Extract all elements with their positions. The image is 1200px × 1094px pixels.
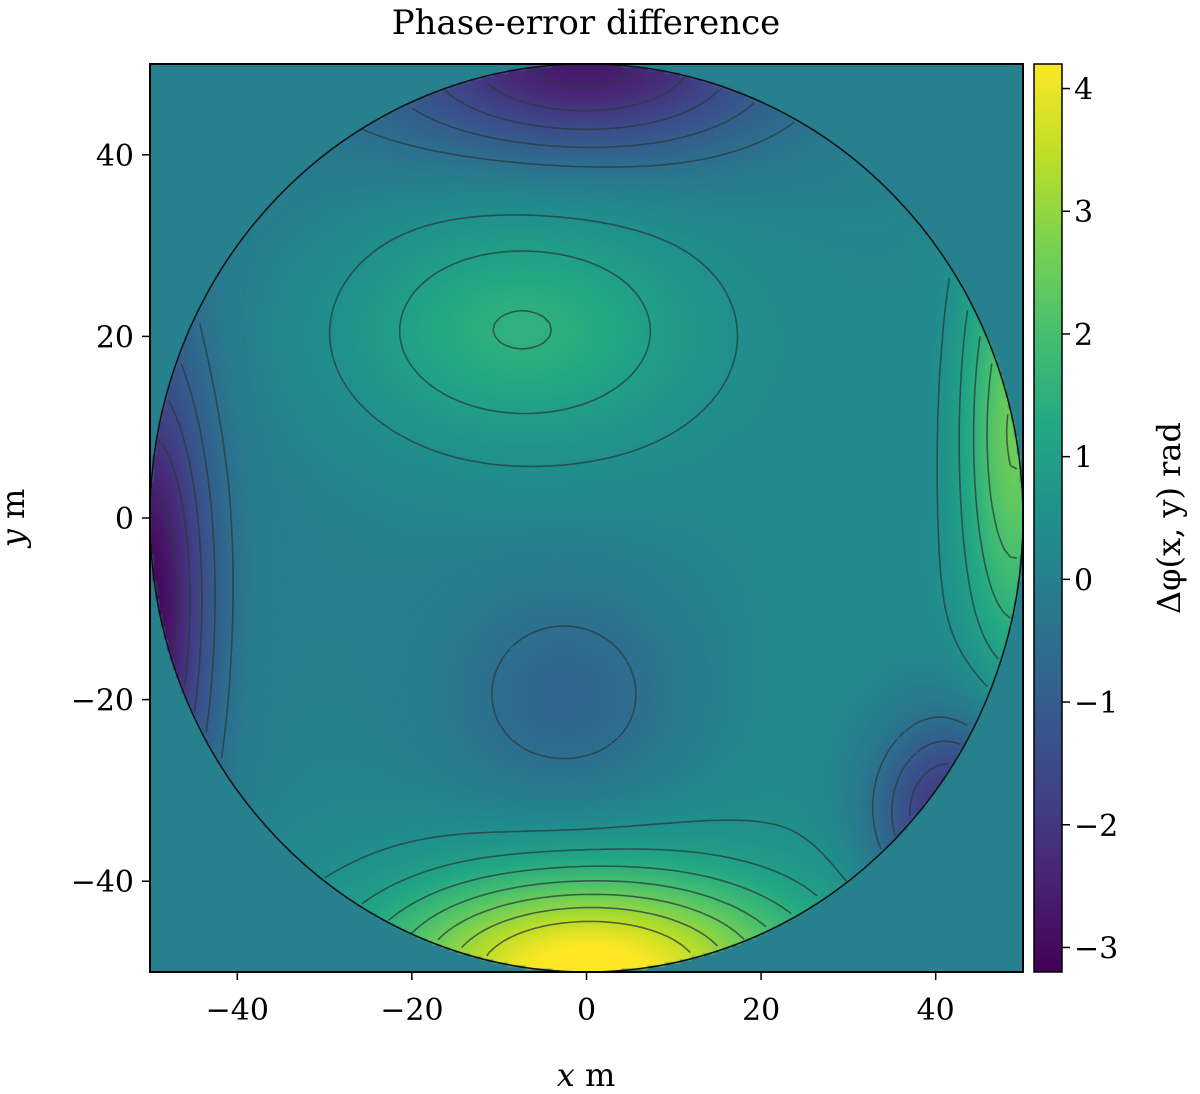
- x-tick-label: 40: [917, 993, 955, 1028]
- colorbar-ticks: −3 −2 −1 0 1 2 3 4: [1062, 73, 1118, 966]
- y-tick-label: 20: [96, 320, 134, 355]
- contour-line: [168, 89, 949, 817]
- x-axis-label: x m: [557, 1056, 616, 1094]
- x-tick-label: 20: [742, 993, 780, 1028]
- contour-line: [461, 906, 719, 949]
- contour-line: [486, 920, 691, 957]
- contour-line: [324, 214, 988, 882]
- colorbar-tick-label: 2: [1074, 318, 1093, 353]
- contour-line: [180, 102, 961, 836]
- contour-line: [361, 250, 999, 905]
- colorbar-frame: [1033, 63, 1063, 973]
- colorbar-tick-label: −3: [1074, 931, 1118, 966]
- contour-line: [155, 69, 634, 652]
- colorbar: −3 −2 −1 0 1 2 3 4: [1033, 63, 1118, 973]
- contour-line: [198, 121, 968, 850]
- x-tick-label: −40: [206, 993, 269, 1028]
- contour-line: [155, 580, 159, 596]
- plot-area: [149, 63, 1024, 973]
- y-tick-label: 0: [115, 502, 134, 537]
- contour-line: [437, 414, 1018, 941]
- contour-line: [411, 363, 1017, 934]
- colorbar-tick-label: 1: [1074, 441, 1093, 476]
- contour-line: [388, 309, 1011, 921]
- colorbar-tick-label: 0: [1074, 563, 1093, 598]
- colorbar-tick-label: 4: [1074, 73, 1093, 108]
- y-tick-label: −20: [71, 684, 134, 719]
- x-tick-label: 0: [577, 993, 596, 1028]
- colorbar-fill: [1034, 64, 1062, 972]
- contour-line: [157, 76, 685, 687]
- colorbar-label: Δφ(x, y) rad: [1150, 422, 1188, 614]
- chart-title: Phase-error difference: [392, 3, 781, 43]
- colorbar-tick-label: 3: [1074, 195, 1093, 230]
- x-axis: −40 −20 0 20 40: [206, 972, 955, 1028]
- y-tick-label: −40: [71, 865, 134, 900]
- heatmap-image: [150, 64, 1023, 972]
- colorbar-tick-label: −2: [1074, 809, 1118, 844]
- y-axis-label: y m: [0, 489, 32, 550]
- y-axis: −40 −20 0 20 40: [71, 139, 150, 900]
- y-tick-label: 40: [96, 139, 134, 174]
- x-tick-label: −20: [380, 993, 443, 1028]
- contour-lines: [155, 69, 1018, 957]
- colorbar-tick-label: −1: [1074, 686, 1118, 721]
